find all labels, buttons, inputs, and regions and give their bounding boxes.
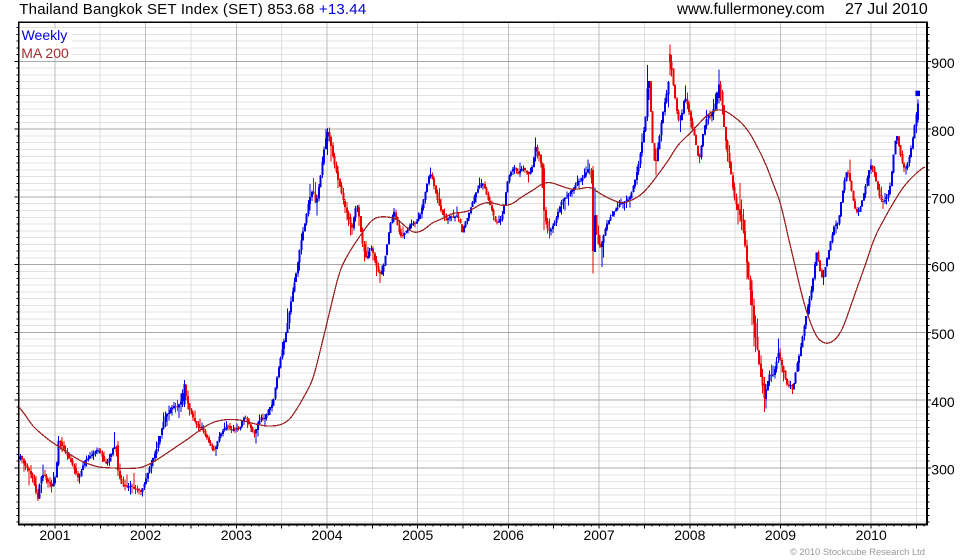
- svg-text:2004: 2004: [311, 527, 342, 543]
- svg-text:2008: 2008: [674, 527, 705, 543]
- svg-text:300: 300: [931, 462, 955, 478]
- svg-text:2003: 2003: [221, 527, 252, 543]
- svg-text:800: 800: [931, 123, 955, 139]
- svg-text:2010: 2010: [856, 527, 887, 543]
- svg-text:2009: 2009: [765, 527, 796, 543]
- svg-text:2006: 2006: [493, 527, 524, 543]
- svg-text:2002: 2002: [130, 527, 161, 543]
- svg-text:2007: 2007: [584, 527, 615, 543]
- svg-text:2001: 2001: [39, 527, 70, 543]
- svg-text:500: 500: [931, 326, 955, 342]
- svg-text:700: 700: [931, 191, 955, 207]
- svg-text:400: 400: [931, 394, 955, 410]
- svg-text:900: 900: [931, 55, 955, 71]
- svg-text:600: 600: [931, 258, 955, 274]
- svg-text:2005: 2005: [402, 527, 433, 543]
